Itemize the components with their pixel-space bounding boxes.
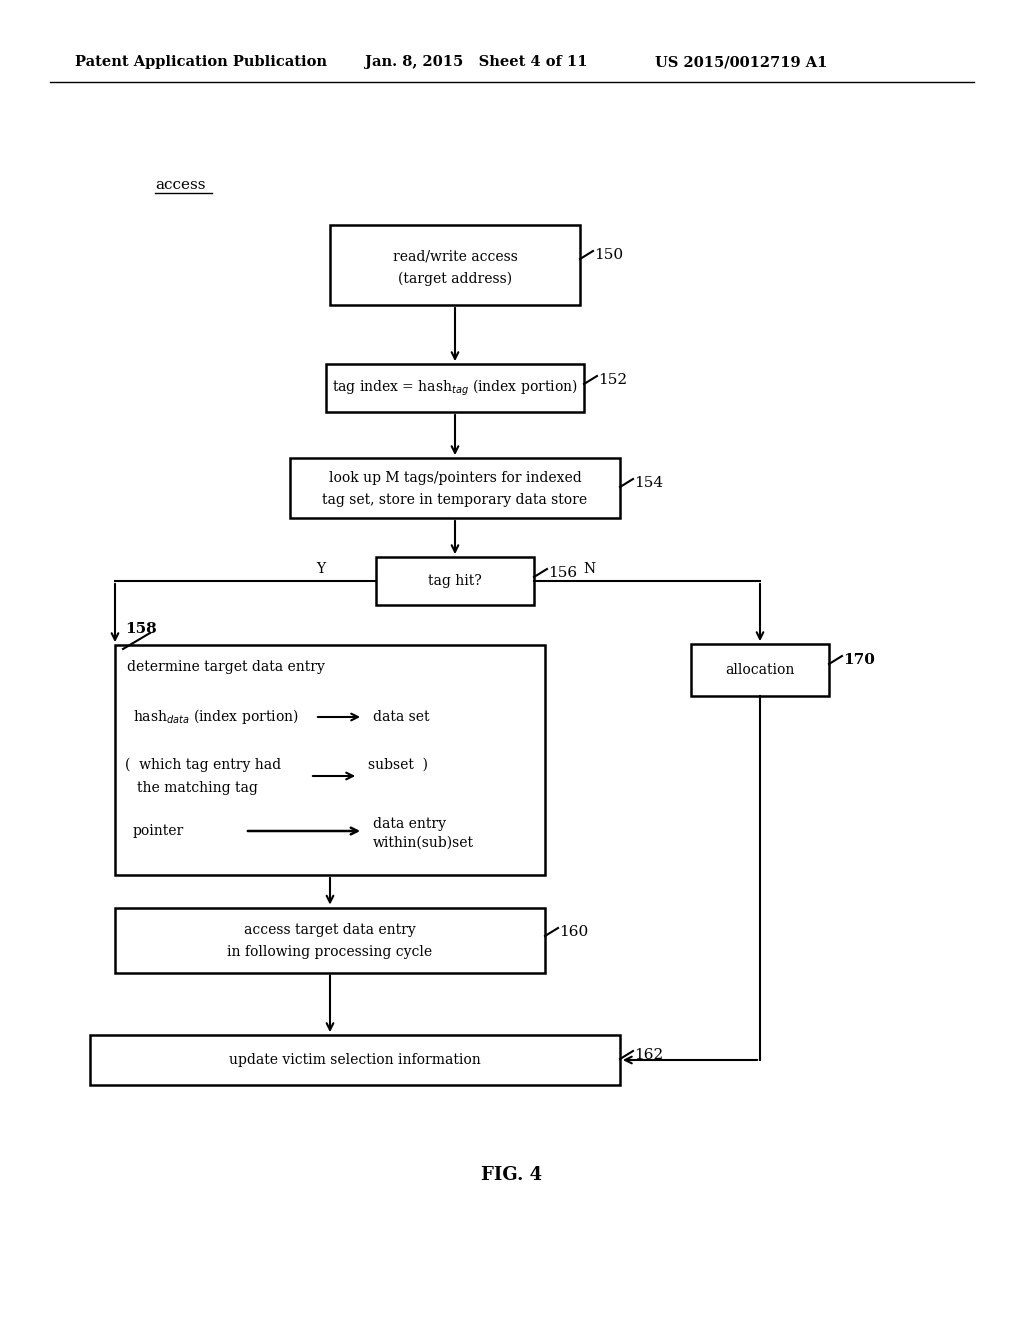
Text: data set: data set bbox=[373, 710, 429, 723]
Bar bbox=[115, 645, 545, 875]
Text: update victim selection information: update victim selection information bbox=[229, 1053, 481, 1067]
Text: 158: 158 bbox=[125, 622, 157, 636]
Text: tag hit?: tag hit? bbox=[428, 574, 482, 587]
Bar bbox=[376, 557, 534, 605]
Text: access: access bbox=[155, 178, 206, 191]
Text: tag index = hash$_{tag}$ (index portion): tag index = hash$_{tag}$ (index portion) bbox=[332, 378, 578, 399]
Text: 150: 150 bbox=[594, 248, 624, 261]
Bar bbox=[115, 908, 545, 973]
Text: Jan. 8, 2015   Sheet 4 of 11: Jan. 8, 2015 Sheet 4 of 11 bbox=[365, 55, 588, 69]
Text: US 2015/0012719 A1: US 2015/0012719 A1 bbox=[655, 55, 827, 69]
Text: Y: Y bbox=[316, 562, 326, 576]
Text: 154: 154 bbox=[634, 477, 664, 490]
Text: subset  ): subset ) bbox=[368, 758, 428, 772]
Text: 160: 160 bbox=[559, 925, 588, 939]
Text: 170: 170 bbox=[843, 653, 874, 667]
Text: read/write access: read/write access bbox=[392, 249, 517, 264]
Text: determine target data entry: determine target data entry bbox=[127, 660, 325, 675]
Text: pointer: pointer bbox=[133, 824, 184, 838]
Text: data entry: data entry bbox=[373, 817, 446, 832]
Bar bbox=[326, 364, 584, 412]
Text: Patent Application Publication: Patent Application Publication bbox=[75, 55, 327, 69]
Text: allocation: allocation bbox=[725, 663, 795, 677]
Text: 152: 152 bbox=[598, 374, 627, 387]
Text: N: N bbox=[583, 562, 595, 576]
Text: access target data entry: access target data entry bbox=[244, 923, 416, 937]
Text: 156: 156 bbox=[548, 566, 578, 579]
Bar bbox=[90, 1035, 620, 1085]
Text: (target address): (target address) bbox=[398, 272, 512, 286]
Text: 162: 162 bbox=[634, 1048, 664, 1063]
Text: look up M tags/pointers for indexed: look up M tags/pointers for indexed bbox=[329, 471, 582, 484]
Text: tag set, store in temporary data store: tag set, store in temporary data store bbox=[323, 492, 588, 507]
Text: within(sub)set: within(sub)set bbox=[373, 836, 474, 850]
Text: in following processing cycle: in following processing cycle bbox=[227, 945, 432, 960]
Text: hash$_{data}$ (index portion): hash$_{data}$ (index portion) bbox=[133, 708, 299, 726]
Text: (  which tag entry had: ( which tag entry had bbox=[125, 758, 282, 772]
Bar bbox=[691, 644, 829, 696]
Text: the matching tag: the matching tag bbox=[137, 781, 258, 795]
Bar bbox=[290, 458, 620, 517]
Bar bbox=[330, 224, 580, 305]
Text: FIG. 4: FIG. 4 bbox=[481, 1166, 543, 1184]
